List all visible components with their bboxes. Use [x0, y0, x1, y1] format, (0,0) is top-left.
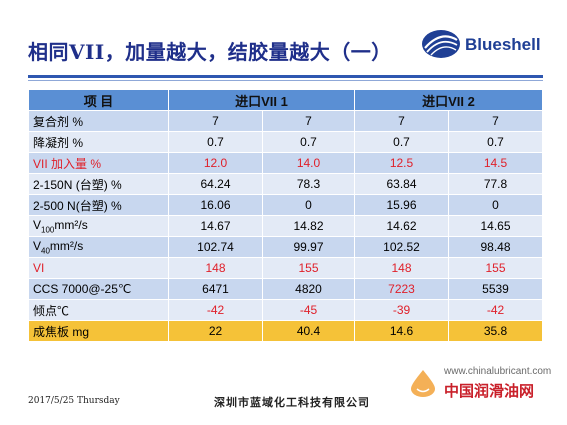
blueshell-logo: Blueshell [421, 26, 561, 62]
header-vii-2: 进口VII 2 [354, 89, 543, 111]
table-cell: -42 [168, 299, 263, 321]
row-label: V100mm²/s [28, 215, 169, 237]
table-cell: 4820 [262, 278, 355, 300]
row-label: V40mm²/s [28, 236, 169, 258]
table-cell: 22 [168, 320, 263, 342]
row-label: VI [28, 257, 169, 279]
table-cell: 5539 [448, 278, 543, 300]
table-cell: 98.48 [448, 236, 543, 258]
row-label-main: V [33, 238, 42, 253]
table-row: V100mm²/s 14.67 14.82 14.62 14.65 [28, 215, 543, 237]
row-label-sub: 100 [41, 225, 55, 235]
watermark-name: 中国润滑油网 [444, 382, 535, 400]
watermark-drop-icon [411, 370, 435, 397]
table-cell: 0 [448, 194, 543, 216]
table-cell: 7223 [354, 278, 449, 300]
row-label: CCS 7000@-25℃ [28, 278, 169, 300]
row-label: 2-150N (台塑) % [28, 173, 169, 195]
table-cell: 148 [354, 257, 449, 279]
table-row: 2-150N (台塑) % 64.24 78.3 63.84 77.8 [28, 173, 543, 195]
row-label-tail: mm²/s [49, 238, 84, 253]
table-row: 成焦板 mg 22 40.4 14.6 35.8 [28, 320, 543, 342]
table-cell: 14.5 [448, 152, 543, 174]
table-cell: 148 [168, 257, 263, 279]
table-cell: 63.84 [354, 173, 449, 195]
row-label-tail: mm²/s [54, 217, 88, 232]
row-label: 复合剂 % [28, 110, 169, 132]
data-table: 项 目 进口VII 1 进口VII 2 复合剂 % 7 7 7 7 降凝剂 % 0.7 0.7… [28, 89, 543, 342]
table-cell: 102.52 [354, 236, 449, 258]
row-label: VII 加入量 % [28, 152, 169, 174]
table-cell: 0.7 [262, 131, 355, 153]
table-row: V40mm²/s 102.74 99.97 102.52 98.48 [28, 236, 543, 258]
table-cell: 7 [354, 110, 449, 132]
row-label: 倾点℃ [28, 299, 169, 321]
table-cell: 14.6 [354, 320, 449, 342]
table-cell: 0 [262, 194, 355, 216]
slide-title: 相同VII，加量越大，结胶量越大（一） [28, 40, 392, 64]
row-label: 成焦板 mg [28, 320, 169, 342]
table-row: 降凝剂 % 0.7 0.7 0.7 0.7 [28, 131, 543, 153]
table-row: VII 加入量 % 12.0 14.0 12.5 14.5 [28, 152, 543, 174]
table-cell: 0.7 [448, 131, 543, 153]
table-cell: 155 [262, 257, 355, 279]
table-cell: 14.62 [354, 215, 449, 237]
row-label-main: V [33, 217, 42, 232]
table-cell: 77.8 [448, 173, 543, 195]
table-cell: 16.06 [168, 194, 263, 216]
table-row: 2-500 N(台塑) % 16.06 0 15.96 0 [28, 194, 543, 216]
table-cell: 102.74 [168, 236, 263, 258]
table-cell: 14.0 [262, 152, 355, 174]
table-cell: 64.24 [168, 173, 263, 195]
table-row: 复合剂 % 7 7 7 7 [28, 110, 543, 132]
table-cell: 6471 [168, 278, 263, 300]
table-row: 倾点℃ -42 -45 -39 -42 [28, 299, 543, 321]
row-label-sub: 40 [41, 246, 50, 256]
table-row: VI 148 155 148 155 [28, 257, 543, 279]
table-cell: 7 [168, 110, 263, 132]
table-cell: 15.96 [354, 194, 449, 216]
table-cell: 155 [448, 257, 543, 279]
table-cell: 78.3 [262, 173, 355, 195]
table-cell: 7 [448, 110, 543, 132]
table-row: CCS 7000@-25℃ 6471 4820 7223 5539 [28, 278, 543, 300]
table-header-row: 项 目 进口VII 1 进口VII 2 [28, 89, 543, 111]
table-cell: 14.65 [448, 215, 543, 237]
table-cell: -42 [448, 299, 543, 321]
table-cell: 40.4 [262, 320, 355, 342]
blueshell-logo-text: Blueshell [465, 35, 541, 54]
table-cell: 7 [262, 110, 355, 132]
title-rule [28, 75, 543, 78]
footer-company: 深圳市蓝域化工科技有限公司 [214, 396, 370, 409]
row-label: 降凝剂 % [28, 131, 169, 153]
table-cell: 14.67 [168, 215, 263, 237]
table-cell: 35.8 [448, 320, 543, 342]
watermark-url[interactable]: www.chinalubricant.com [444, 366, 552, 377]
table-cell: 12.0 [168, 152, 263, 174]
table-cell: 12.5 [354, 152, 449, 174]
table-cell: 99.97 [262, 236, 355, 258]
table-cell: -39 [354, 299, 449, 321]
blueshell-logo-icon [422, 30, 460, 58]
title-rule-thin [28, 80, 543, 81]
table-cell: -45 [262, 299, 355, 321]
header-vii-1: 进口VII 1 [168, 89, 355, 111]
header-item: 项 目 [28, 89, 169, 111]
table-cell: 0.7 [354, 131, 449, 153]
table-cell: 14.82 [262, 215, 355, 237]
footer-date: 2017/5/25 Thursday [28, 396, 120, 406]
row-label: 2-500 N(台塑) % [28, 194, 169, 216]
table-cell: 0.7 [168, 131, 263, 153]
